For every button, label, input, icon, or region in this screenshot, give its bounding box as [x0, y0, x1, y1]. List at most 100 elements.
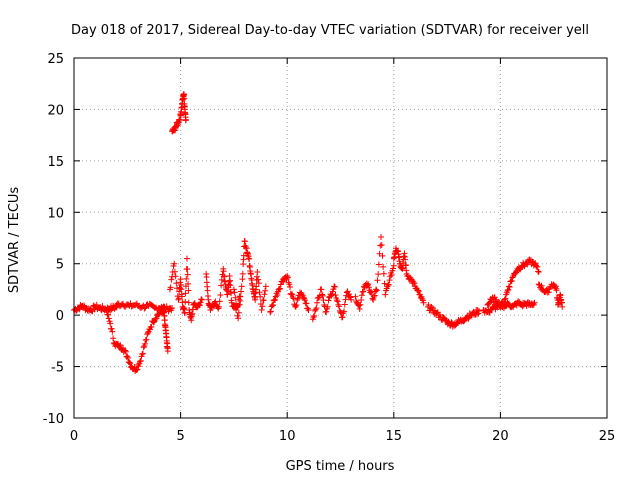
data-point-fill — [108, 325, 115, 332]
data-point-fill — [274, 292, 281, 299]
data-point-fill — [312, 306, 319, 313]
data-point-fill — [196, 302, 203, 309]
data-point-fill — [324, 303, 331, 310]
data-point-fill — [390, 265, 397, 272]
data-point-fill — [122, 347, 129, 354]
data-point-fill — [218, 276, 225, 283]
data-point-fill — [134, 366, 141, 373]
data-point — [531, 299, 538, 306]
data-point-fill — [428, 304, 435, 311]
grid — [74, 58, 607, 418]
data-point-fill — [153, 315, 160, 322]
data-point — [164, 348, 171, 355]
data-point-fill — [125, 359, 132, 366]
data-point — [305, 307, 312, 313]
data-point — [314, 299, 321, 306]
y-tick-label: 5 — [56, 258, 64, 273]
data-point-fill — [496, 302, 503, 309]
x-axis-label: GPS time / hours — [286, 459, 395, 474]
data-point-fill — [323, 308, 330, 315]
data-point-fill — [122, 348, 129, 355]
data-point-fill — [475, 310, 482, 317]
data-point — [559, 303, 566, 310]
data-point-fill — [182, 298, 189, 305]
data-point-fill — [139, 350, 146, 357]
data-point-fill — [140, 344, 147, 351]
data-point-fill — [512, 270, 519, 277]
data-point — [183, 255, 190, 262]
data-point-fill — [509, 274, 516, 281]
data-point-fill — [142, 340, 149, 347]
data-point-fill — [283, 276, 290, 283]
data-point-fill — [277, 285, 284, 292]
y-tick-label: 0 — [56, 309, 64, 324]
data-point — [331, 283, 338, 290]
data-point-fill — [505, 286, 512, 293]
data-point-fill — [552, 284, 559, 291]
data-point-fill — [375, 271, 382, 278]
data-point-fill — [226, 278, 233, 285]
data-point-fill — [375, 261, 382, 268]
data-point — [373, 287, 380, 294]
data-point-fill — [287, 284, 294, 291]
data-point-fill — [365, 284, 372, 291]
data-point-fill — [227, 282, 234, 289]
data-point-fill — [538, 282, 545, 289]
data-point-fill — [325, 297, 332, 304]
data-point-fill — [380, 263, 387, 270]
data-point-fill — [294, 297, 301, 304]
data-point-fill — [168, 276, 175, 283]
data-point-fill — [506, 283, 513, 290]
data-point-fill — [385, 281, 392, 288]
data-point — [352, 293, 359, 300]
data-point-fill — [176, 117, 183, 124]
data-point-fill — [185, 299, 192, 306]
data-point-fill — [231, 289, 238, 296]
data-point — [275, 286, 282, 293]
data-point-fill — [178, 286, 185, 293]
data-point-fill — [439, 313, 446, 320]
data-point-fill — [474, 307, 481, 314]
data-point — [181, 310, 188, 317]
data-point — [198, 296, 205, 303]
data-point-fill — [235, 309, 242, 316]
data-point-fill — [333, 297, 340, 304]
data-point-fill — [502, 295, 509, 302]
data-point-fill — [286, 281, 293, 288]
data-point-fill — [255, 276, 262, 283]
data-point-fill — [218, 282, 225, 289]
y-tick-label: 25 — [47, 52, 64, 67]
data-point — [267, 309, 274, 316]
data-point-fill — [358, 292, 365, 299]
data-point-fill — [182, 290, 189, 297]
chart-title: Day 018 of 2017, Sidereal Day-to-day VTE… — [71, 23, 589, 38]
data-point-fill — [237, 297, 244, 304]
y-tick-label: 20 — [47, 103, 64, 118]
data-point-fill — [473, 311, 480, 318]
data-point-fill — [169, 273, 176, 280]
data-point-fill — [179, 293, 186, 300]
x-tick-label: 10 — [279, 429, 296, 444]
data-point — [230, 286, 237, 293]
data-point-fill — [232, 294, 239, 301]
x-tick-label: 15 — [386, 429, 403, 444]
data-point-fill — [257, 293, 264, 300]
data-point — [348, 296, 355, 303]
data-point-fill — [534, 264, 541, 271]
data-point-fill — [133, 367, 140, 374]
data-point-fill — [402, 262, 409, 269]
axis-ticks: 0 5 10 15 20 25 -10 -5 0 5 10 15 20 25 — [43, 52, 616, 444]
data-point-fill — [144, 331, 151, 338]
data-point-fill — [270, 297, 277, 304]
data-points — [71, 91, 566, 375]
data-point — [88, 307, 95, 313]
data-point-fill — [402, 256, 409, 263]
data-point-fill — [399, 265, 406, 272]
x-tick-label: 5 — [176, 429, 184, 444]
data-point-fill — [332, 292, 339, 299]
data-point-fill — [388, 271, 395, 278]
data-point-fill — [253, 283, 260, 290]
data-point-fill — [284, 274, 291, 281]
data-point-fill — [262, 287, 269, 294]
data-point-fill — [313, 305, 320, 312]
